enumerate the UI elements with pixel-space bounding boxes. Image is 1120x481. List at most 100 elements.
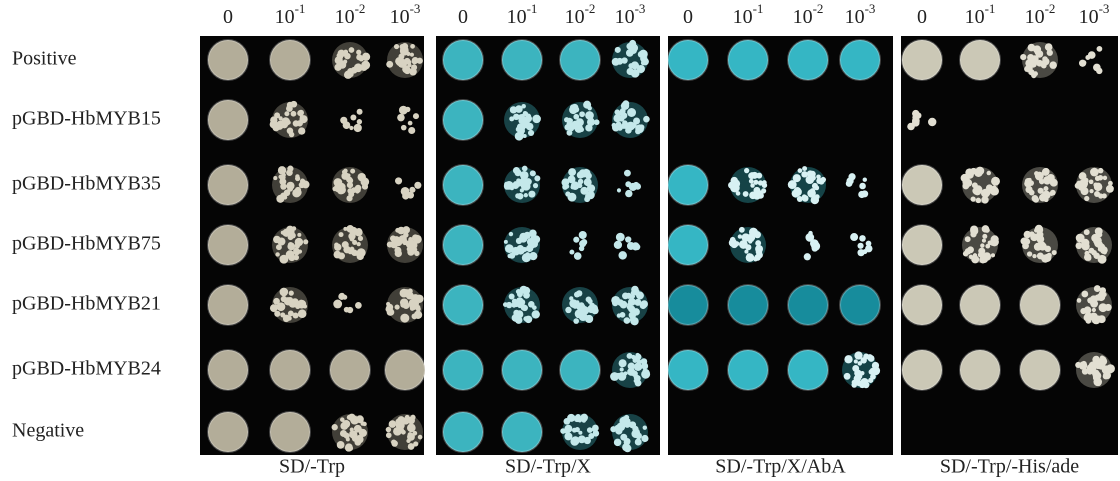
colony-dot bbox=[730, 184, 739, 193]
colony-dot bbox=[405, 107, 410, 112]
colony-dot bbox=[625, 181, 631, 187]
colony-dot bbox=[338, 293, 345, 300]
colony-dot bbox=[614, 439, 622, 447]
colony-dot bbox=[636, 440, 641, 445]
colony-dot bbox=[749, 179, 754, 184]
colony-dot bbox=[504, 240, 508, 244]
colony-dot bbox=[1036, 235, 1044, 243]
colony-dot bbox=[1093, 377, 1102, 386]
colony-dot bbox=[404, 289, 409, 294]
colony-dot bbox=[1020, 54, 1026, 60]
colony-dot bbox=[1097, 293, 1105, 301]
colony-dot bbox=[523, 134, 527, 138]
colony-dot bbox=[408, 121, 413, 126]
colony-dot bbox=[744, 250, 748, 254]
colony-dot bbox=[357, 109, 363, 115]
colony-dot bbox=[410, 415, 415, 420]
colony-dot bbox=[362, 65, 367, 70]
dilution-base: 0 bbox=[683, 6, 693, 28]
colony-dot bbox=[868, 378, 873, 383]
colony-dot bbox=[284, 111, 289, 116]
colony-dot bbox=[411, 64, 417, 70]
colony-dot bbox=[618, 251, 626, 259]
colony-dot bbox=[987, 171, 991, 175]
colony-dot bbox=[295, 238, 303, 246]
colony-dot bbox=[407, 424, 416, 433]
colony-dot bbox=[565, 184, 569, 188]
colony-dot bbox=[279, 304, 283, 308]
colony-dot bbox=[811, 196, 819, 204]
colony-dot bbox=[863, 381, 870, 388]
colony-dot bbox=[616, 122, 622, 128]
colony-dot bbox=[969, 255, 973, 259]
colony-dot bbox=[627, 353, 633, 359]
colony-dot bbox=[560, 428, 566, 434]
colony-dot bbox=[1108, 365, 1113, 370]
colony-dot bbox=[295, 176, 300, 181]
colony-dot bbox=[750, 172, 754, 176]
dilution-base: 10 bbox=[1079, 6, 1099, 28]
colony-dot bbox=[735, 241, 740, 246]
dilution-label: 0 bbox=[223, 6, 233, 28]
colony-dot bbox=[286, 182, 294, 190]
colony-dot bbox=[512, 314, 520, 322]
colony-dot bbox=[806, 175, 815, 184]
colony-dot bbox=[564, 432, 572, 440]
colony-dot bbox=[394, 44, 399, 49]
colony-dot bbox=[273, 125, 280, 132]
colony-dot bbox=[400, 314, 409, 323]
colony-dot bbox=[273, 305, 278, 310]
colony-dot bbox=[569, 250, 574, 255]
colony-dot bbox=[350, 115, 356, 121]
colony-dot bbox=[744, 168, 749, 173]
colony-dot bbox=[410, 187, 415, 192]
colony-dot bbox=[514, 169, 521, 176]
colony-dot bbox=[980, 243, 984, 247]
colony-dot bbox=[515, 105, 523, 113]
dilution-base: 10 bbox=[275, 6, 295, 28]
colony-dot bbox=[850, 233, 858, 241]
dilution-base: 0 bbox=[458, 6, 468, 28]
colony-dot bbox=[386, 427, 391, 432]
colony-dot bbox=[416, 307, 421, 312]
colony-dot bbox=[394, 238, 402, 246]
colony-dot bbox=[643, 369, 648, 374]
colony-dot bbox=[614, 241, 622, 249]
dilution-label: 10-1 bbox=[965, 1, 996, 28]
colony-dot bbox=[568, 193, 577, 202]
colony-dot bbox=[1100, 246, 1108, 254]
colony-dot bbox=[870, 368, 876, 374]
colony-dot bbox=[574, 252, 582, 260]
colony-dot bbox=[348, 191, 354, 197]
colony-dot bbox=[358, 173, 366, 181]
colony-dot bbox=[569, 296, 573, 300]
colony-dot bbox=[588, 117, 594, 123]
colony-dot bbox=[356, 415, 364, 423]
colony-dot bbox=[633, 182, 639, 188]
colony-dot bbox=[585, 315, 593, 323]
colony-dot bbox=[407, 433, 415, 441]
colony-dot bbox=[332, 424, 338, 430]
colony-dot bbox=[395, 305, 400, 310]
colony-dot bbox=[635, 64, 639, 68]
colony-dot bbox=[816, 174, 821, 179]
colony-dot bbox=[397, 227, 405, 235]
colony-dot bbox=[579, 169, 587, 177]
dilution-exponent: -1 bbox=[753, 1, 764, 16]
colony-dot bbox=[354, 124, 362, 132]
colony-dot bbox=[515, 132, 524, 141]
colony-dot bbox=[639, 50, 648, 59]
colony-dot bbox=[412, 313, 418, 319]
colony-dot bbox=[414, 251, 419, 256]
colony-dot bbox=[736, 191, 741, 196]
colony-dot bbox=[801, 171, 807, 177]
colony-dot bbox=[982, 234, 987, 239]
colony-dot bbox=[633, 118, 640, 125]
colony-dot bbox=[418, 435, 423, 440]
dilution-base: 10 bbox=[1025, 6, 1045, 28]
colony-dot bbox=[641, 435, 648, 442]
dilution-exponent: -2 bbox=[355, 1, 366, 16]
colony-dot bbox=[507, 254, 512, 259]
row-label: Negative bbox=[12, 420, 84, 442]
colony-dot bbox=[573, 318, 579, 324]
